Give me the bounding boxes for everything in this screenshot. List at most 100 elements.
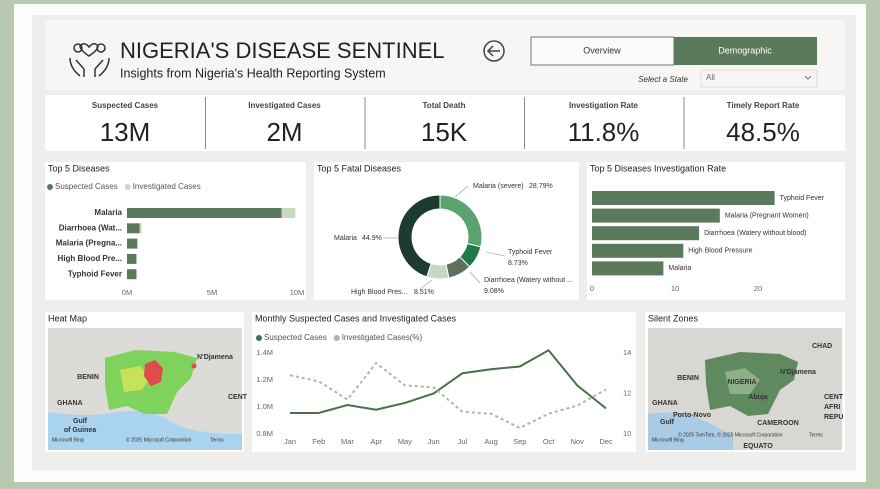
map-label: NIGERIA xyxy=(727,379,756,386)
map-label: BENIN xyxy=(77,374,99,381)
map-hotspot xyxy=(144,360,163,386)
x-tick-label: Sep xyxy=(513,437,526,446)
chart-title: Top 5 Diseases Investigation Rate xyxy=(590,163,726,173)
bar xyxy=(136,269,138,280)
x-tick-label: Aug xyxy=(484,437,497,446)
bar xyxy=(592,261,664,276)
slice-value: 28.79% xyxy=(529,183,553,190)
map-label: N'Djamena xyxy=(197,354,233,361)
bar xyxy=(592,191,775,205)
x-tick-label: Feb xyxy=(312,437,325,446)
slice-label: Malaria xyxy=(334,235,357,242)
x-tick-label: 10 xyxy=(671,284,679,293)
state-dropdown[interactable] xyxy=(700,69,818,88)
slice-value: 8.73% xyxy=(508,260,528,267)
chart-title: Monthly Suspected Cases and Investigated… xyxy=(255,313,457,323)
x-tick-label: Mar xyxy=(341,437,354,446)
map-attribution: Terms xyxy=(809,432,823,438)
x-tick-label: 5M xyxy=(207,288,217,297)
kpi-row xyxy=(45,95,845,151)
y2-tick-label: 14 xyxy=(623,348,631,357)
map-label: CENT xyxy=(228,394,248,401)
card xyxy=(252,312,636,452)
map-attribution: Microsoft Bing xyxy=(52,437,84,443)
kpi-value: 48.5% xyxy=(726,117,800,147)
map-label: AFRI xyxy=(824,404,840,411)
y-tick-label: 1.0M xyxy=(256,402,273,411)
x-tick-label: Apr xyxy=(370,437,382,446)
dropdown-value[interactable]: All xyxy=(706,73,715,82)
x-tick-label: May xyxy=(398,437,412,446)
leader-line xyxy=(469,271,481,284)
x-tick-label: Jan xyxy=(284,437,296,446)
map-label: Abuja xyxy=(748,394,768,401)
page-title: NIGERIA'S DISEASE SENTINEL xyxy=(120,38,445,63)
leader-line xyxy=(419,279,433,290)
y-tick-label: 1.2M xyxy=(256,375,273,384)
map-region xyxy=(120,366,150,392)
logo-icon xyxy=(69,43,110,77)
donut-slice xyxy=(397,194,441,278)
kpi-value: 2M xyxy=(266,117,302,147)
category-label: Diarrhoea (Wat... xyxy=(59,223,122,232)
map-label: CHAD xyxy=(812,343,832,350)
chart-title: Silent Zones xyxy=(648,313,699,323)
x-tick-label: 10M xyxy=(290,288,305,297)
y-tick-label: 1.4M xyxy=(256,348,273,357)
map-hotspot xyxy=(191,363,197,369)
kpi-value: 11.8% xyxy=(568,117,640,147)
kpi-label: Investigation Rate xyxy=(569,101,638,110)
map-sea xyxy=(48,411,242,450)
map-label: Porto-Novo xyxy=(673,412,711,419)
bar xyxy=(127,238,138,249)
map-label: GHANA xyxy=(57,400,83,407)
dropdown-chevron[interactable] xyxy=(804,75,812,80)
map-attribution: Microsoft Bing xyxy=(652,437,684,443)
back-arrow[interactable] xyxy=(486,45,500,57)
bar xyxy=(127,223,140,234)
heat-map xyxy=(48,328,242,450)
bar xyxy=(127,253,137,264)
map-label: GHANA xyxy=(652,400,678,407)
legend-marker xyxy=(256,335,262,341)
tab-label[interactable]: Demographic xyxy=(718,45,772,55)
back-circle[interactable] xyxy=(483,40,505,62)
tab-label[interactable]: Overview xyxy=(583,45,621,55)
map-label: of Guinea xyxy=(64,427,96,434)
legend-marker xyxy=(47,184,53,190)
category-label: High Blood Pre... xyxy=(58,254,122,263)
map-label: CAMEROON xyxy=(757,420,799,427)
legend-label: Investigated Cases xyxy=(133,182,201,191)
bar xyxy=(281,208,296,218)
bar-label: High Blood Pressure xyxy=(688,248,752,255)
map-region xyxy=(725,368,760,394)
map-label: REPU xyxy=(824,414,843,421)
map-sea xyxy=(648,412,733,450)
legend-label: Suspected Cases xyxy=(264,333,327,342)
leader-line xyxy=(485,251,506,257)
tab-demographic[interactable] xyxy=(674,37,817,65)
slice-value: 44.9% xyxy=(362,235,382,242)
slice-label: Malaria (severe) xyxy=(473,183,524,190)
kpi-label: Suspected Cases xyxy=(92,101,159,110)
back-button[interactable] xyxy=(483,40,505,62)
bar-label: Typhoid Fever xyxy=(780,195,825,202)
map-label: CENT xyxy=(824,394,844,401)
kpi-label: Investigated Cases xyxy=(248,101,321,110)
x-tick-label: Jun xyxy=(428,437,440,446)
silent-zones-map xyxy=(648,328,842,450)
category-label: Malaria xyxy=(94,208,122,217)
x-tick-label: 0M xyxy=(122,288,132,297)
legend-label: Suspected Cases xyxy=(55,182,118,191)
line-series xyxy=(290,349,607,414)
map-attribution: © 2025 Microsoft Corporation xyxy=(126,436,192,443)
map-label: Gulf xyxy=(73,418,88,425)
map-label: EQUATO xyxy=(743,443,773,450)
filter-label: Select a State xyxy=(638,75,688,84)
bar xyxy=(592,226,700,241)
x-tick-label: Dec xyxy=(599,437,613,446)
slice-value: 8.51% xyxy=(414,289,434,296)
bar xyxy=(127,269,137,280)
slice-label: High Blood Pres... xyxy=(351,289,407,296)
